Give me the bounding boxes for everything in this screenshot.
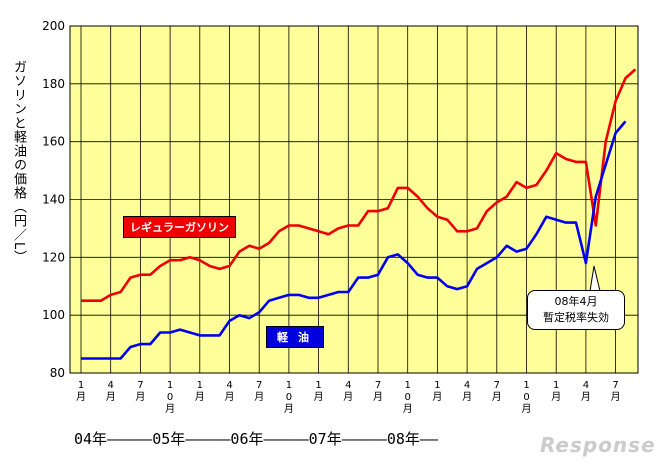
- x-tick-label: 7: [375, 380, 381, 391]
- y-tick-label: 160: [42, 135, 65, 149]
- y-axis-title: ガソリンと軽油の価格（円／L）: [11, 60, 26, 265]
- y-tick-label: 120: [42, 250, 65, 264]
- y-tick-label: 100: [42, 308, 65, 322]
- x-tick-label: 月: [403, 403, 413, 415]
- x-tick-label: 0: [523, 392, 529, 403]
- x-tick-label: 1: [553, 380, 559, 391]
- year-axis-label: 04年―――――05年―――――06年―――――07年―――――08年――: [74, 430, 438, 448]
- x-tick-label: 月: [373, 391, 383, 403]
- y-tick-label: 200: [42, 19, 65, 33]
- x-tick-label: 1: [197, 380, 203, 391]
- x-tick-label: 月: [551, 391, 561, 403]
- x-tick-label: 月: [462, 391, 472, 403]
- x-tick-label: 1: [167, 380, 173, 391]
- x-tick-label: 月: [432, 391, 442, 403]
- x-tick-label: 0: [405, 392, 411, 403]
- x-tick-label: 1: [405, 380, 411, 391]
- x-tick-label: 1: [434, 380, 440, 391]
- x-tick-label: 4: [464, 380, 470, 391]
- x-tick-label: 月: [76, 391, 86, 403]
- x-tick-label: 1: [315, 380, 321, 391]
- legend-regular-gasoline: レギュラーガソリン: [123, 216, 236, 238]
- x-tick-label: 7: [256, 380, 262, 391]
- series-line-regular-gasoline: [81, 68, 637, 303]
- x-tick-label: 月: [284, 403, 294, 415]
- x-tick-label: 0: [286, 392, 292, 403]
- y-tick-label: 140: [42, 193, 65, 207]
- x-tick-label: 月: [611, 391, 621, 403]
- x-tick-label: 4: [226, 380, 232, 391]
- x-tick-label: 月: [314, 391, 324, 403]
- x-tick-label: 1: [523, 380, 529, 391]
- x-tick-label: 4: [345, 380, 351, 391]
- legend-diesel: 軽油: [266, 326, 324, 348]
- x-tick-label: 1: [78, 380, 84, 391]
- x-tick-label: 4: [108, 380, 114, 391]
- watermark-logo: Response: [540, 433, 656, 457]
- x-tick-label: 月: [195, 391, 205, 403]
- x-tick-label: 月: [581, 391, 591, 403]
- annotation-line-2: 暫定税率失効: [543, 311, 609, 324]
- x-tick-label: 月: [225, 391, 235, 403]
- x-tick-label: 月: [165, 403, 175, 415]
- x-tick-label: 7: [137, 380, 143, 391]
- series-line-diesel: [81, 120, 627, 360]
- x-tick-label: 月: [343, 391, 353, 403]
- annotation-callout: 08年4月 暫定税率失効: [527, 290, 625, 330]
- annotation-line-1: 08年4月: [554, 295, 598, 308]
- x-tick-label: 4: [583, 380, 589, 391]
- x-tick-label: 月: [135, 391, 145, 403]
- x-tick-label: 1: [286, 380, 292, 391]
- x-tick-label: 月: [522, 403, 532, 415]
- x-tick-label: 7: [612, 380, 618, 391]
- x-tick-label: 月: [106, 391, 116, 403]
- x-tick-label: 月: [254, 391, 264, 403]
- x-tick-label: 7: [494, 380, 500, 391]
- y-tick-label: 180: [42, 77, 65, 91]
- y-tick-label: 80: [50, 366, 65, 380]
- x-tick-label: 月: [492, 391, 502, 403]
- x-tick-label: 0: [167, 392, 173, 403]
